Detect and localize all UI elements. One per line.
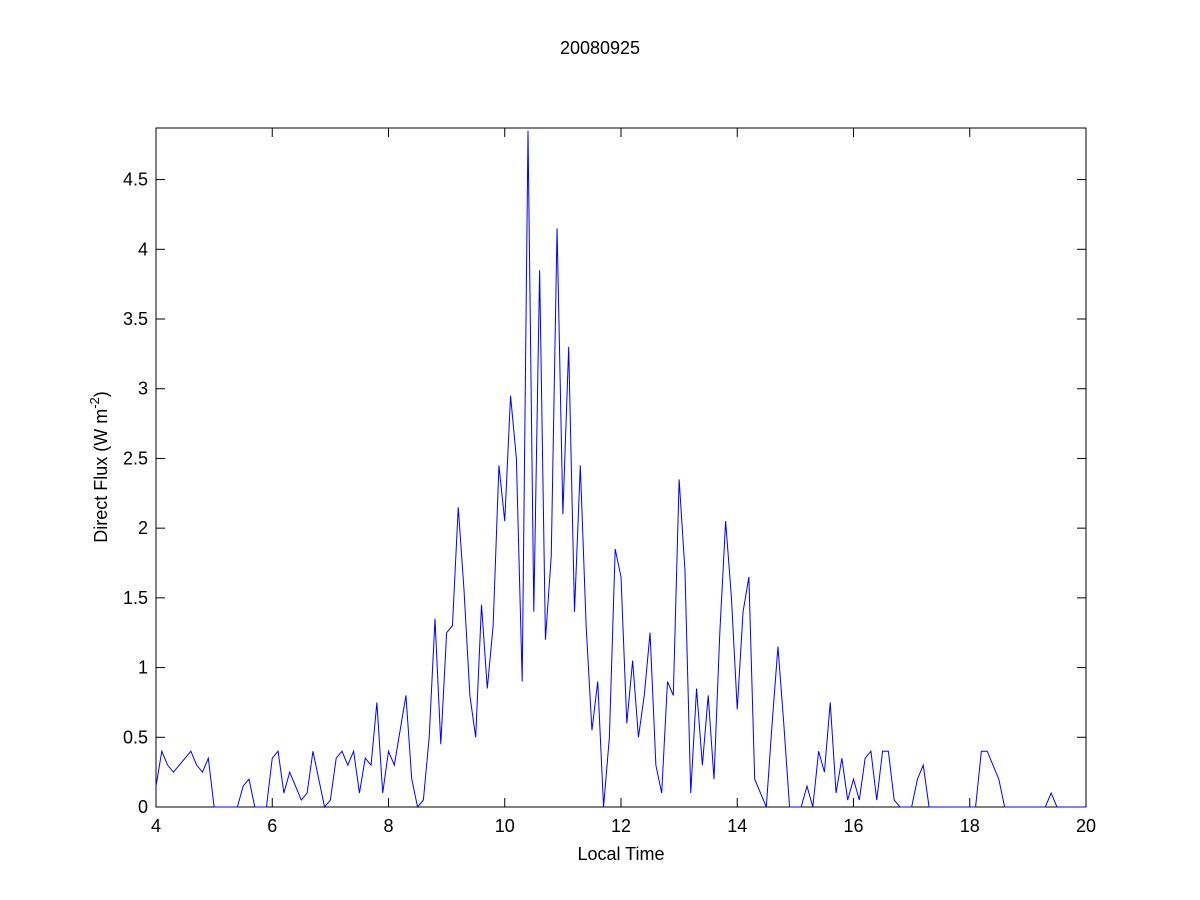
x-tick-label: 8 xyxy=(383,816,393,836)
x-tick-label: 18 xyxy=(960,816,980,836)
x-tick-label: 12 xyxy=(611,816,631,836)
y-tick-label: 4.5 xyxy=(123,170,148,190)
x-tick-label: 20 xyxy=(1076,816,1096,836)
y-axis-label-text: ) xyxy=(91,391,111,397)
y-tick-label: 1.5 xyxy=(123,588,148,608)
y-axis-label-superscript: -2 xyxy=(87,397,102,409)
y-tick-label: 3.5 xyxy=(123,309,148,329)
x-tick-label: 6 xyxy=(267,816,277,836)
y-tick-label: 0.5 xyxy=(123,727,148,747)
y-axis-label-text: Direct Flux (W m xyxy=(91,409,111,543)
data-line xyxy=(155,130,1086,809)
y-tick-label: 4 xyxy=(138,239,148,259)
y-tick-label: 3 xyxy=(138,379,148,399)
plot-area xyxy=(155,127,1087,808)
x-tick-label: 4 xyxy=(151,816,161,836)
y-tick-label: 2.5 xyxy=(123,448,148,468)
y-tick-label: 1 xyxy=(138,658,148,678)
x-tick-label: 14 xyxy=(727,816,747,836)
x-tick-label: 10 xyxy=(495,816,515,836)
chart-title: 20080925 xyxy=(560,38,640,58)
x-tick-label: 16 xyxy=(843,816,863,836)
y-tick-label: 0 xyxy=(138,797,148,817)
x-axis-label: Local Time xyxy=(577,844,664,864)
y-axis-label: Direct Flux (W m-2) xyxy=(87,391,111,543)
y-tick-label: 2 xyxy=(138,518,148,538)
